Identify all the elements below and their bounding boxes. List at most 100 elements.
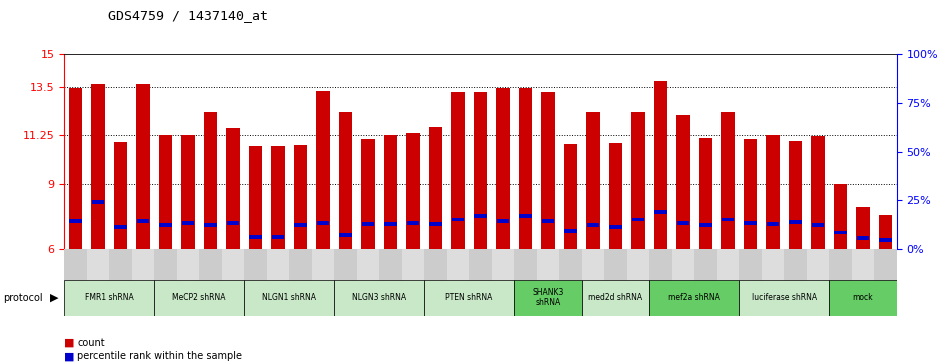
Bar: [649, 249, 672, 316]
Bar: [829, 280, 897, 316]
Bar: [676, 221, 690, 225]
Bar: [429, 127, 442, 249]
Bar: [812, 223, 824, 227]
Bar: [154, 249, 176, 316]
Bar: [542, 219, 554, 223]
Bar: [852, 249, 874, 316]
Bar: [857, 236, 869, 240]
Bar: [739, 280, 829, 316]
Text: ■: ■: [64, 338, 74, 348]
Bar: [806, 249, 829, 316]
Text: SHANK3
shRNA: SHANK3 shRNA: [532, 288, 563, 307]
Text: MeCP2 shRNA: MeCP2 shRNA: [172, 293, 226, 302]
Text: mock: mock: [853, 293, 873, 302]
Bar: [582, 249, 604, 316]
Bar: [271, 235, 284, 239]
Bar: [289, 249, 312, 316]
Bar: [221, 249, 244, 316]
Bar: [879, 238, 892, 242]
Bar: [788, 141, 803, 249]
Bar: [406, 133, 419, 249]
Text: count: count: [77, 338, 105, 348]
Bar: [294, 223, 306, 227]
Bar: [176, 249, 199, 316]
Bar: [154, 280, 244, 316]
Bar: [563, 144, 577, 249]
Bar: [64, 249, 87, 316]
Text: PTEN shRNA: PTEN shRNA: [446, 293, 493, 302]
Bar: [519, 88, 532, 249]
Bar: [694, 249, 717, 316]
Bar: [91, 83, 105, 249]
Bar: [407, 221, 419, 225]
Bar: [766, 135, 780, 249]
Bar: [514, 249, 537, 316]
Text: luciferase shRNA: luciferase shRNA: [752, 293, 817, 302]
Bar: [609, 225, 622, 229]
Bar: [496, 88, 510, 249]
Bar: [829, 249, 852, 316]
Bar: [537, 249, 560, 316]
Bar: [879, 215, 892, 249]
Bar: [739, 249, 762, 316]
Bar: [722, 217, 734, 221]
Bar: [514, 280, 582, 316]
Bar: [294, 145, 307, 249]
Bar: [424, 280, 514, 316]
Bar: [767, 222, 779, 226]
Bar: [874, 249, 897, 316]
Bar: [672, 249, 694, 316]
Bar: [339, 233, 351, 237]
Bar: [204, 223, 217, 227]
Bar: [717, 249, 739, 316]
Bar: [655, 210, 667, 214]
Bar: [361, 139, 375, 249]
Bar: [136, 84, 150, 249]
Bar: [362, 222, 374, 226]
Bar: [560, 249, 582, 316]
Bar: [69, 88, 82, 249]
Bar: [244, 280, 334, 316]
Bar: [430, 222, 442, 226]
Bar: [424, 249, 447, 316]
Bar: [474, 92, 487, 249]
Bar: [762, 249, 785, 316]
Bar: [69, 219, 82, 223]
Bar: [91, 200, 104, 204]
Bar: [64, 280, 154, 316]
Bar: [744, 139, 757, 249]
Text: protocol: protocol: [3, 293, 42, 303]
Bar: [267, 249, 289, 316]
Bar: [632, 217, 644, 221]
Bar: [334, 280, 424, 316]
Bar: [631, 112, 644, 249]
Bar: [626, 249, 649, 316]
Bar: [132, 249, 154, 316]
Text: ▶: ▶: [50, 293, 58, 303]
Bar: [699, 138, 712, 249]
Bar: [182, 221, 194, 225]
Bar: [744, 221, 756, 225]
Bar: [109, 249, 132, 316]
Bar: [226, 128, 239, 249]
Text: NLGN1 shRNA: NLGN1 shRNA: [262, 293, 317, 302]
Bar: [785, 249, 806, 316]
Bar: [317, 221, 329, 225]
Text: FMR1 shRNA: FMR1 shRNA: [85, 293, 134, 302]
Bar: [244, 249, 267, 316]
Bar: [654, 81, 667, 249]
Bar: [199, 249, 221, 316]
Bar: [379, 249, 401, 316]
Text: GDS4759 / 1437140_at: GDS4759 / 1437140_at: [108, 9, 268, 22]
Bar: [722, 112, 735, 249]
Bar: [452, 217, 464, 221]
Bar: [474, 214, 487, 218]
Bar: [203, 112, 217, 249]
Text: mef2a shRNA: mef2a shRNA: [668, 293, 721, 302]
Bar: [312, 249, 334, 316]
Bar: [811, 136, 825, 249]
Bar: [519, 214, 531, 218]
Bar: [338, 112, 352, 249]
Bar: [271, 146, 284, 249]
Bar: [334, 249, 357, 316]
